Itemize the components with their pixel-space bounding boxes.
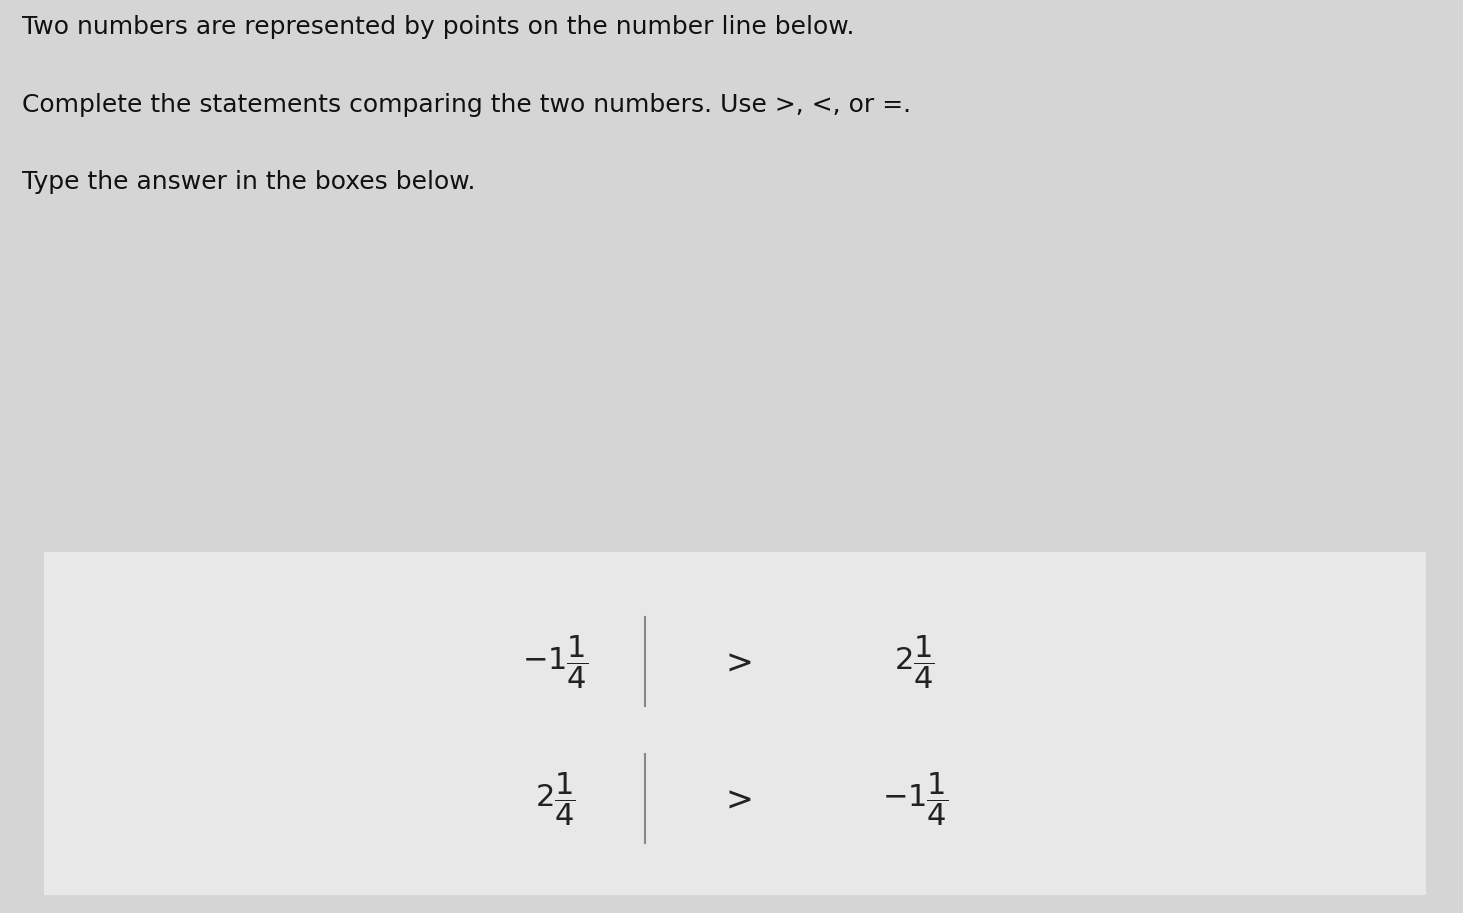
Text: $>$: $>$ [718,782,752,815]
Text: $-1\dfrac{1}{4}$: $-1\dfrac{1}{4}$ [607,589,655,632]
Text: -3: -3 [480,729,500,750]
Text: $-1\dfrac{1}{4}$: $-1\dfrac{1}{4}$ [522,633,588,691]
Text: $2\dfrac{1}{4}$: $2\dfrac{1}{4}$ [894,633,935,691]
Text: Complete the statements comparing the two numbers. Use >, <, or =.: Complete the statements comparing the tw… [22,93,911,117]
Text: 0: 0 [724,729,739,750]
Text: -2: -2 [560,729,581,750]
Text: $>$: $>$ [718,645,752,678]
Text: 3: 3 [966,729,979,750]
Text: 2: 2 [885,729,898,750]
Text: -1: -1 [641,729,661,750]
Text: -4: -4 [399,729,420,750]
Text: Type the answer in the boxes below.: Type the answer in the boxes below. [22,170,475,194]
Text: 1: 1 [805,729,818,750]
Text: 4: 4 [1046,729,1059,750]
FancyBboxPatch shape [25,549,1445,898]
Text: $2\dfrac{1}{4}$: $2\dfrac{1}{4}$ [535,770,576,828]
Text: $2\dfrac{1}{4}$: $2\dfrac{1}{4}$ [897,589,928,632]
Text: $-1\dfrac{1}{4}$: $-1\dfrac{1}{4}$ [882,770,948,828]
Text: Two numbers are represented by points on the number line below.: Two numbers are represented by points on… [22,16,854,39]
